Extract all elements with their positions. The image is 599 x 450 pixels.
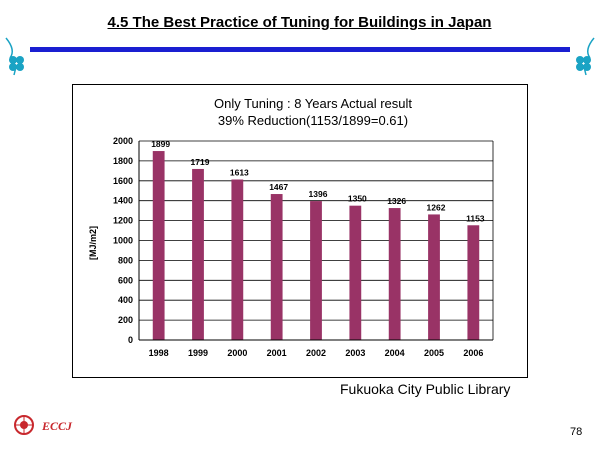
- y-tick-label: 200: [118, 315, 133, 325]
- y-tick-label: 0: [128, 335, 133, 345]
- clover-decoration-icon: [576, 37, 595, 76]
- bar: [152, 151, 165, 340]
- bar: [270, 194, 283, 340]
- page-number: 78: [570, 426, 583, 438]
- y-tick-label: 600: [118, 275, 133, 285]
- bar: [349, 205, 362, 340]
- data-label: 1899: [151, 139, 170, 149]
- bar: [388, 208, 401, 340]
- eccj-logo-icon: [14, 415, 34, 435]
- y-axis-label: [MJ/m2]: [88, 226, 98, 260]
- title-rule: [30, 47, 570, 52]
- slide-title: 4.5 The Best Practice of Tuning for Buil…: [107, 14, 492, 31]
- bar: [310, 201, 322, 340]
- x-tick-label: 2003: [345, 348, 365, 358]
- data-label: 1350: [348, 194, 367, 204]
- bar: [192, 168, 204, 340]
- y-tick-label: 2000: [113, 136, 133, 146]
- x-tick-label: 2005: [424, 348, 444, 358]
- x-tick-label: 2002: [306, 348, 326, 358]
- x-tick-label: 1998: [149, 348, 169, 358]
- chart-subtitle: 39% Reduction(1153/1899=0.61): [218, 113, 408, 128]
- chart-frame: Only Tuning : 8 Years Actual result 39% …: [72, 84, 528, 378]
- y-tick-label: 1000: [113, 236, 133, 246]
- y-tick-label: 1200: [113, 216, 133, 226]
- y-tick-label: 1600: [113, 176, 133, 186]
- clover-decoration-icon: [5, 37, 24, 76]
- y-tick-label: 800: [118, 255, 133, 265]
- data-label: 1613: [230, 168, 249, 178]
- data-label: 1262: [427, 202, 446, 212]
- x-tick-label: 2001: [267, 348, 287, 358]
- x-tick-label: 2006: [463, 348, 483, 358]
- x-tick-label: 2004: [385, 348, 405, 358]
- x-tick-label: 2000: [227, 348, 247, 358]
- data-label: 1326: [387, 196, 406, 206]
- bar: [428, 214, 440, 340]
- logo-text: ECCJ: [42, 419, 73, 433]
- data-label: 1467: [269, 182, 288, 192]
- data-label: 1396: [309, 189, 328, 199]
- y-tick-label: 1400: [113, 196, 133, 206]
- bar-chart: Only Tuning : 8 Years Actual result 39% …: [88, 96, 494, 358]
- chart-title: Only Tuning : 8 Years Actual result: [214, 96, 412, 111]
- y-tick-label: 1800: [113, 156, 133, 166]
- data-label: 1719: [191, 157, 210, 167]
- y-tick-label: 400: [118, 295, 133, 305]
- source-label: Fukuoka City Public Library: [340, 381, 511, 397]
- bar: [467, 225, 480, 340]
- data-label: 1153: [466, 213, 485, 223]
- bar: [231, 179, 244, 340]
- x-tick-label: 1999: [188, 348, 208, 358]
